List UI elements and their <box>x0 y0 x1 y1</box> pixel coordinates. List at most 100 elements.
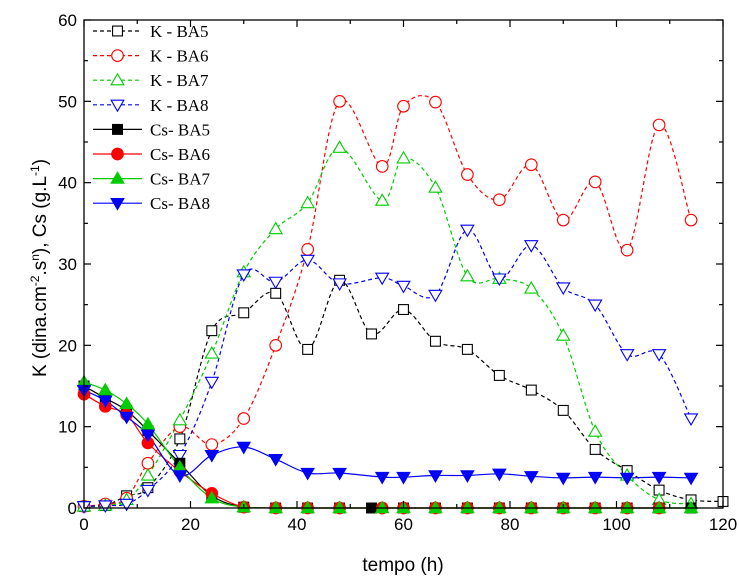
data-point-k-ba8 <box>97 500 113 514</box>
data-point-k-ba5 <box>398 304 409 316</box>
data-point-k-ba6 <box>461 168 474 181</box>
data-point-k-ba7 <box>268 221 284 235</box>
data-point-cs-ba7 <box>492 500 507 514</box>
y-tick-label: 30 <box>58 255 77 274</box>
data-point-cs-ba7 <box>587 500 603 514</box>
data-point-k-ba7 <box>300 195 315 209</box>
data-point-k-ba7 <box>204 345 220 359</box>
data-point-k-ba7 <box>374 193 390 206</box>
data-point-cs-ba8 <box>300 467 315 481</box>
data-point-k-ba8 <box>555 282 571 296</box>
data-point-k-ba6 <box>620 243 634 257</box>
data-point-k-ba5 <box>589 443 601 455</box>
data-point-k-ba7 <box>587 424 603 437</box>
data-point-k-ba8 <box>428 289 443 303</box>
legend-marker-k-ba7 <box>110 72 125 86</box>
data-point-k-ba5 <box>270 287 282 299</box>
legend-marker-k-ba8 <box>110 99 125 113</box>
data-point-cs-ba7 <box>140 416 156 430</box>
data-point-cs-ba7 <box>619 500 635 514</box>
x-tick-label: 40 <box>288 515 307 534</box>
data-point-cs-ba7 <box>460 500 475 514</box>
data-point-k-ba6 <box>141 456 155 470</box>
data-point-k-ba5 <box>174 433 186 445</box>
data-point-k-ba6 <box>556 213 570 227</box>
legend-label-k-ba5: K - BA5 <box>150 22 209 41</box>
data-point-cs-ba8 <box>268 454 284 467</box>
legend-label-cs-ba7: Cs- BA7 <box>150 170 210 189</box>
legend-marker-cs-ba8 <box>110 198 125 211</box>
data-point-cs-ba7 <box>204 490 220 504</box>
x-tick-label: 80 <box>501 515 520 534</box>
data-point-k-ba7 <box>172 412 188 426</box>
data-point-cs-ba7 <box>332 500 347 514</box>
data-point-k-ba6 <box>237 412 251 425</box>
legend-label-k-ba8: K - BA8 <box>150 96 209 115</box>
y-tick-label: 20 <box>58 336 77 355</box>
data-point-k-ba5 <box>557 404 569 416</box>
data-point-k-ba6 <box>397 99 410 113</box>
data-point-k-ba8 <box>460 224 475 238</box>
data-point-k-ba7 <box>460 268 475 282</box>
data-point-k-ba8 <box>396 280 411 294</box>
data-point-k-ba8 <box>374 272 390 286</box>
data-point-cs-ba7 <box>119 396 134 410</box>
data-point-k-ba5 <box>238 307 250 319</box>
data-point-k-ba5 <box>429 335 441 347</box>
tick-labels: 0 20 40 60 80 100 120 0 10 20 30 40 50 60 <box>58 11 737 534</box>
y-tick-label: 60 <box>58 11 77 30</box>
data-point-k-ba5 <box>493 369 505 381</box>
series-line-cs-ba6 <box>83 393 660 509</box>
data-point-k-ba7 <box>428 180 443 193</box>
data-point-k-ba8 <box>236 269 252 283</box>
data-point-k-ba8 <box>619 349 635 362</box>
data-point-cs-ba8 <box>651 471 667 485</box>
data-point-k-ba6 <box>269 338 283 352</box>
data-point-cs-ba7 <box>374 500 390 514</box>
y-label-k-exp2: n <box>28 254 42 261</box>
data-point-k-ba7 <box>332 140 347 153</box>
x-tick-label: 0 <box>79 515 88 534</box>
data-point-cs-ba8 <box>555 472 571 486</box>
data-point-k-ba5 <box>206 325 218 337</box>
y-label-cs-close: ) <box>30 159 51 165</box>
data-point-cs-ba7 <box>97 382 113 396</box>
data-point-cs-ba8 <box>587 471 603 485</box>
data-point-cs-ba8 <box>428 470 443 483</box>
data-point-k-ba8 <box>651 349 667 362</box>
y-axis-title: K (dina.cm-2.sn), Cs (g.L-1) <box>28 159 51 377</box>
y-tick-label: 0 <box>68 499 77 518</box>
data-point-k-ba7 <box>555 328 571 341</box>
data-point-cs-ba8 <box>374 471 390 485</box>
data-point-k-ba8 <box>268 276 284 290</box>
data-point-k-ba5 <box>461 343 473 355</box>
x-tick-label: 20 <box>181 515 200 534</box>
series-line-k-ba7 <box>83 147 692 507</box>
data-point-cs-ba8 <box>619 472 635 486</box>
data-point-k-ba6 <box>301 243 315 256</box>
legend-label-k-ba7: K - BA7 <box>150 71 209 90</box>
data-point-k-ba7 <box>523 280 539 294</box>
data-point-k-ba8 <box>523 240 539 253</box>
data-point-cs-ba8 <box>683 472 699 486</box>
data-point-k-ba6 <box>652 118 666 132</box>
y-label-cs-exp: -1 <box>28 165 42 176</box>
x-tick-label: 60 <box>394 515 413 534</box>
data-point-k-ba6 <box>524 158 538 172</box>
data-point-cs-ba8 <box>523 471 539 484</box>
legend-marker-k-ba6 <box>111 49 124 62</box>
legend: K - BA5 K - BA6 K - BA7 K - BA8 Cs- BA5 Cs- B… <box>93 22 210 213</box>
data-point-k-ba8 <box>683 413 699 427</box>
data-point-cs-ba8 <box>204 449 220 463</box>
legend-label-k-ba6: K - BA6 <box>150 47 209 66</box>
data-point-k-ba6 <box>205 438 219 451</box>
data-point-k-ba7 <box>140 467 156 481</box>
data-point-k-ba8 <box>204 376 220 390</box>
data-point-cs-ba7 <box>428 500 443 514</box>
data-point-cs-ba7 <box>268 500 284 514</box>
data-point-cs-ba8 <box>172 470 188 483</box>
data-point-k-ba5 <box>302 343 314 355</box>
data-point-cs-ba8 <box>460 470 475 483</box>
data-point-k-ba8 <box>587 299 603 313</box>
